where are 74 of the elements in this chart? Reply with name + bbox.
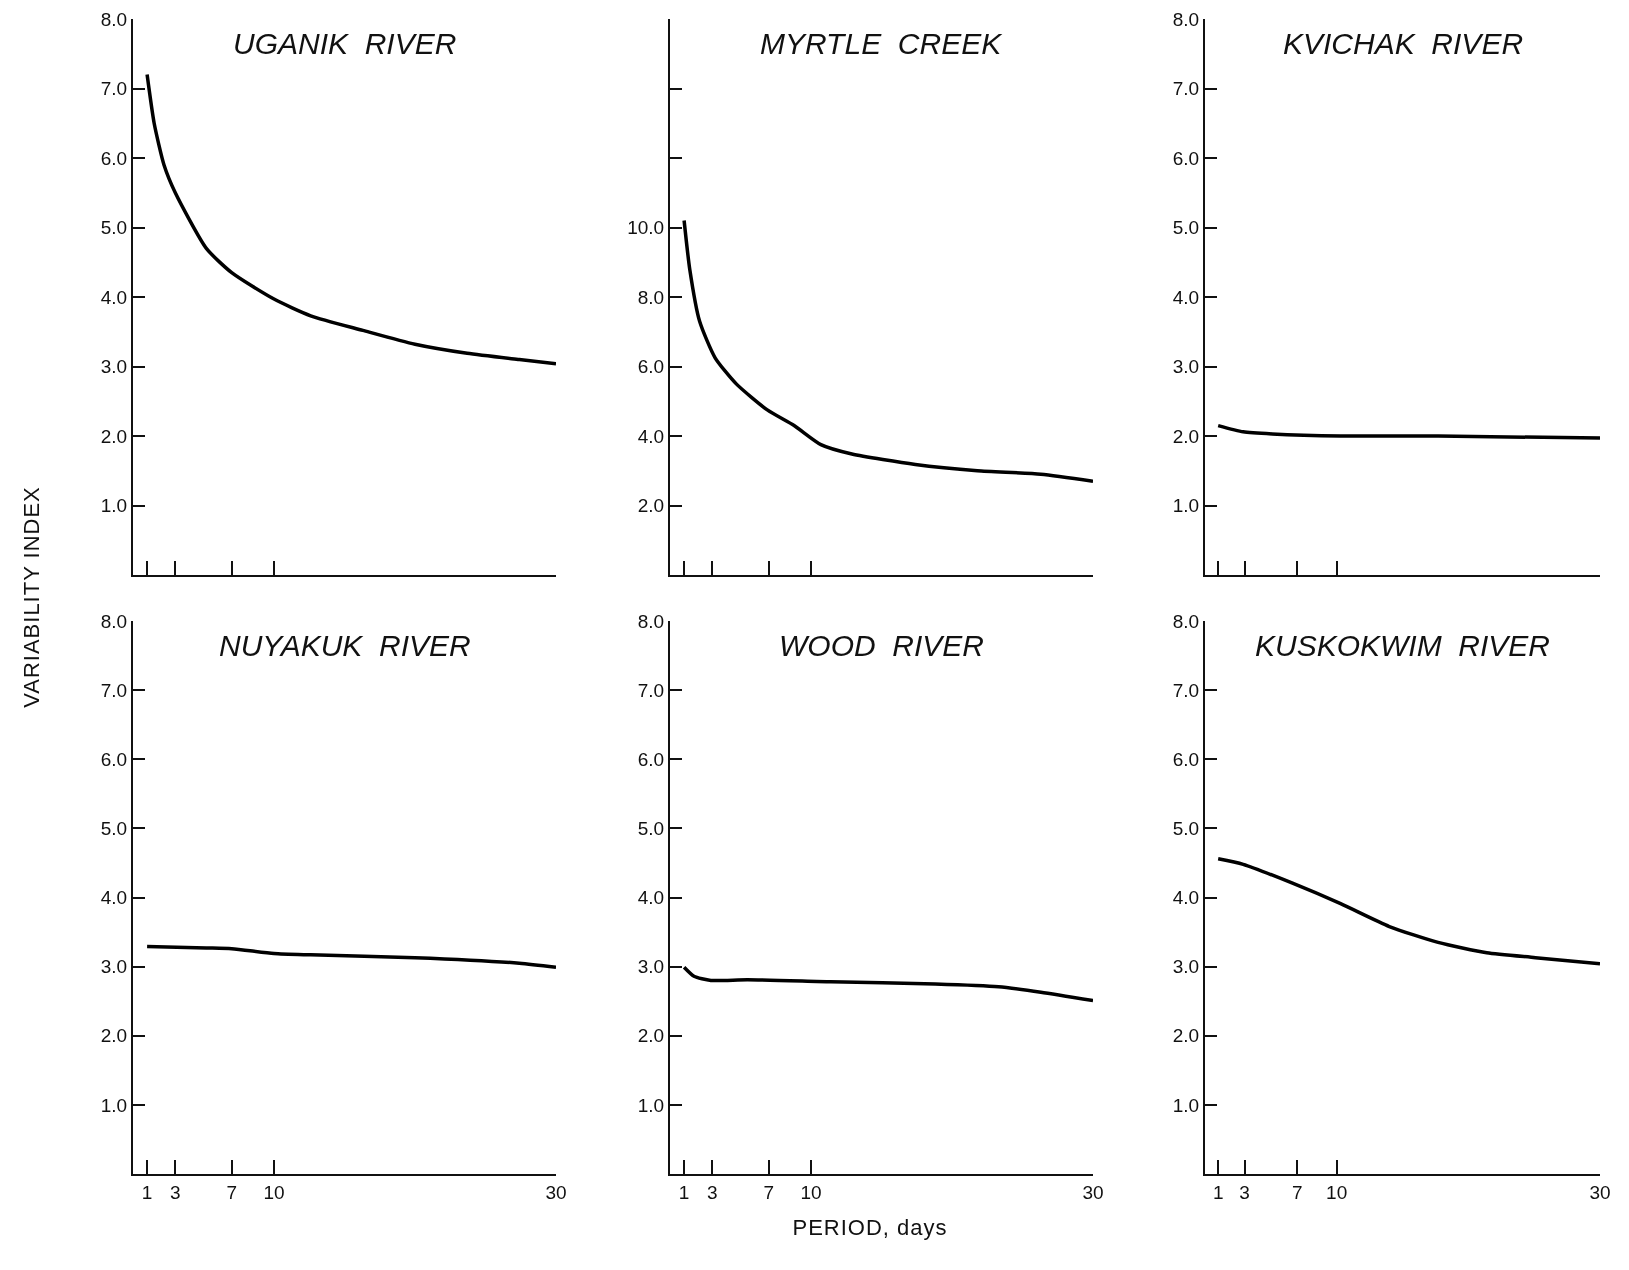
y-tick-label: 7.0 [100, 78, 128, 100]
y-tick-label: 3.0 [100, 956, 128, 978]
y-tick-label: 4.0 [100, 887, 128, 909]
y-tick-label: 5.0 [1172, 818, 1200, 840]
y-tick-label: 6.0 [100, 748, 128, 770]
x-tick-label: 7 [226, 1181, 237, 1203]
y-tick-label: 6.0 [1172, 748, 1200, 770]
x-axis-title: PERIOD, days [792, 1215, 948, 1241]
y-tick-label: 2.0 [1172, 1025, 1200, 1047]
y-tick-label: 2.0 [100, 425, 128, 447]
y-tick-label: 4.0 [637, 887, 665, 909]
y-tick-label: 3.0 [1172, 356, 1200, 378]
chart-title: WOOD RIVER [779, 629, 985, 662]
y-tick-label: 5.0 [100, 818, 128, 840]
x-tick-label: 10 [800, 1181, 822, 1203]
x-tick-label: 1 [141, 1181, 153, 1203]
y-tick-label: 8.0 [1172, 8, 1200, 30]
chart-title: KVICHAK RIVER [1283, 27, 1524, 60]
chart-title: NUYAKUK RIVER [219, 629, 471, 662]
line-series [1216, 857, 1600, 966]
y-tick-label: 7.0 [637, 679, 665, 701]
x-tick-label: 7 [1291, 1181, 1303, 1203]
chart-title: UGANIK RIVER [233, 27, 457, 60]
y-tick-label: 8.0 [100, 610, 128, 632]
x-tick-label: 30 [1589, 1181, 1611, 1203]
y-tick-label: 2.0 [637, 495, 665, 517]
x-tick-label: 3 [1239, 1181, 1250, 1203]
y-tick-label: 6.0 [637, 748, 665, 770]
y-tick-label: 8.0 [637, 286, 665, 308]
y-tick-label: 6.0 [100, 147, 128, 169]
y-tick-label: 2.0 [100, 1025, 128, 1047]
y-tick-label: 5.0 [1172, 217, 1200, 239]
x-tick-label: 10 [1326, 1181, 1348, 1203]
y-tick-label: 1.0 [100, 495, 128, 517]
y-tick-label: 1.0 [1172, 1094, 1200, 1116]
line-series [145, 944, 556, 970]
line-series [1216, 423, 1600, 440]
y-tick-label: 2.0 [637, 1025, 665, 1047]
y-tick-label: 8.0 [637, 610, 665, 632]
y-tick-label: 1.0 [637, 1094, 665, 1116]
y-tick-label: 7.0 [100, 679, 128, 701]
line-series [682, 218, 1093, 483]
y-tick-label: 1.0 [100, 1094, 128, 1116]
y-tick-label: 5.0 [100, 217, 128, 239]
y-tick-label: 3.0 [1172, 956, 1200, 978]
y-tick-label: 5.0 [637, 818, 665, 840]
y-tick-label: 8.0 [1172, 610, 1200, 632]
x-tick-label: 3 [707, 1181, 718, 1203]
y-tick-label: 1.0 [1172, 495, 1200, 517]
x-tick-label: 30 [1082, 1181, 1104, 1203]
y-tick-label: 4.0 [1172, 286, 1200, 308]
y-tick-label: 6.0 [1172, 147, 1200, 169]
x-tick-label: 30 [545, 1181, 567, 1203]
x-tick-label: 10 [263, 1181, 285, 1203]
x-tick-label: 3 [170, 1181, 181, 1203]
y-tick-label: 10.0 [627, 217, 665, 239]
line-series [682, 965, 1093, 1003]
y-tick-label: 2.0 [1172, 425, 1200, 447]
chart-title: MYRTLE CREEK [760, 27, 1004, 60]
y-tick-label: 4.0 [1172, 887, 1200, 909]
y-tick-label: 4.0 [100, 286, 128, 308]
y-tick-label: 8.0 [100, 8, 128, 30]
chart-title: KUSKOKWIM RIVER [1255, 629, 1551, 662]
y-tick-label: 3.0 [637, 956, 665, 978]
x-tick-label: 1 [678, 1181, 690, 1203]
y-tick-label: 7.0 [1172, 679, 1200, 701]
y-tick-label: 7.0 [1172, 78, 1200, 100]
y-tick-label: 6.0 [637, 356, 665, 378]
y-tick-label: 4.0 [637, 425, 665, 447]
y-tick-label: 3.0 [100, 356, 128, 378]
y-axis-title: VARIABILITY INDEX [19, 486, 45, 708]
x-tick-label: 1 [1212, 1181, 1224, 1203]
line-series [145, 72, 556, 366]
x-tick-label: 7 [763, 1181, 774, 1203]
